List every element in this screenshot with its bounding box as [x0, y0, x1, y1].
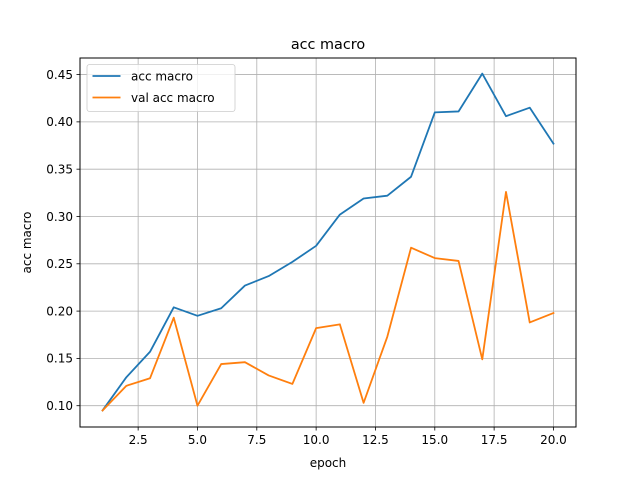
x-axis-label: epoch	[310, 456, 347, 470]
legend-label: val acc macro	[131, 91, 215, 105]
legend: acc macro val acc macro	[86, 64, 236, 112]
y-tick-label: 0.45	[46, 68, 73, 82]
x-axis-ticks: 2.5 5.0 7.5 10.0 12.5 15.0 17.5 20.0	[129, 427, 567, 447]
x-tick-label: 15.0	[421, 433, 448, 447]
series-layer	[101, 72, 555, 412]
x-tick-label: 5.0	[188, 433, 207, 447]
y-tick-label: 0.30	[46, 210, 73, 224]
plot-frame	[79, 57, 577, 428]
series-line-acc-macro	[101, 72, 555, 412]
plot-area	[80, 58, 576, 427]
grid-lines	[80, 58, 576, 427]
y-axis-ticks: 0.10 0.15 0.20 0.25 0.30 0.35 0.40 0.45	[46, 68, 80, 413]
x-tick-label: 12.5	[362, 433, 389, 447]
y-tick-label: 0.25	[46, 257, 73, 271]
legend-label: acc macro	[131, 69, 193, 83]
x-tick-label: 2.5	[129, 433, 148, 447]
series-line-val-acc-macro	[101, 190, 555, 412]
y-axis-label: acc macro	[20, 211, 34, 273]
x-tick-label: 10.0	[303, 433, 330, 447]
y-tick-label: 0.20	[46, 304, 73, 318]
legend-box	[86, 64, 236, 112]
y-tick-label: 0.40	[46, 115, 73, 129]
x-tick-label: 20.0	[540, 433, 567, 447]
x-tick-label: 17.5	[481, 433, 508, 447]
y-tick-label: 0.15	[46, 352, 73, 366]
chart-title: acc macro	[291, 37, 366, 53]
y-tick-label: 0.35	[46, 162, 73, 176]
x-tick-label: 7.5	[247, 433, 266, 447]
y-tick-label: 0.10	[46, 399, 73, 413]
